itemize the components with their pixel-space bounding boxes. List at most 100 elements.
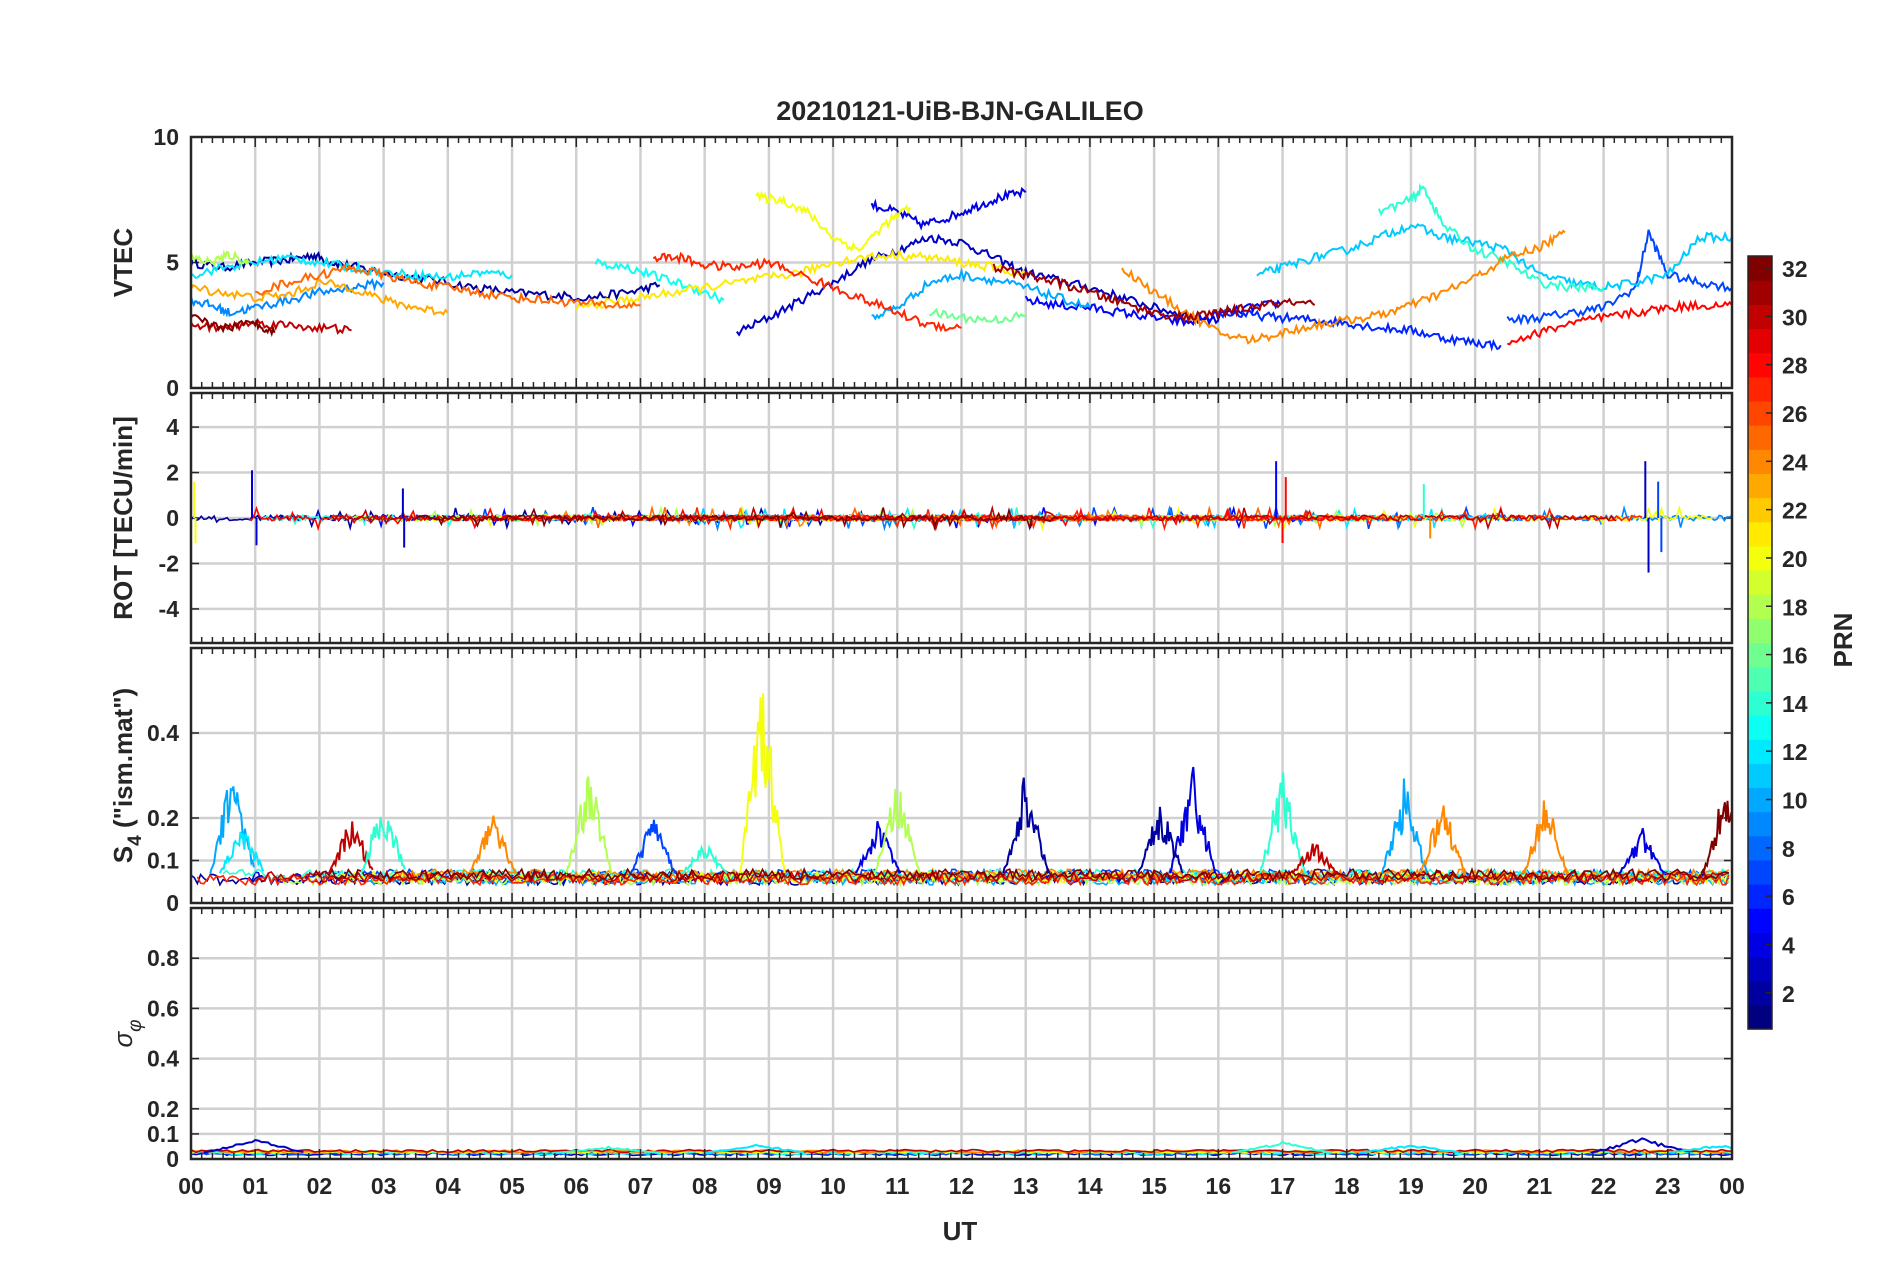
vtec-line-prn-18 [191, 249, 250, 267]
sigma-bump-prn-14 [556, 1145, 660, 1154]
s4-peak-prn-12 [218, 831, 265, 874]
colorbar-tick-label: 14 [1782, 691, 1808, 717]
x-tick-label: 11 [885, 1173, 910, 1199]
y-axis-label-main: S [108, 846, 138, 863]
y-tick-label: 0.2 [147, 1096, 179, 1122]
colorbar-tick-label: 6 [1782, 884, 1795, 910]
y-axis-label-main: σ [108, 1031, 138, 1048]
colorbar-tick-label: 26 [1782, 401, 1808, 427]
panel-1: 10 5 0 VTEC [108, 124, 1734, 401]
colorbar-tick-label: 32 [1782, 256, 1808, 282]
x-tick-label: 22 [1591, 1173, 1617, 1199]
s4-peak-prn-10 [1381, 778, 1428, 874]
x-tick-label: 04 [435, 1173, 461, 1199]
colorbar: 32 30 28 26 24 22 20 18 16 14 12 10 8 6 4 2 [1747, 255, 1808, 1030]
x-tick-label: 07 [628, 1173, 654, 1199]
x-tick-label: 02 [307, 1173, 333, 1199]
colorbar-tick-label: 10 [1782, 788, 1808, 814]
x-tick-label: 15 [1141, 1173, 1167, 1199]
x-tick-label: 17 [1270, 1173, 1296, 1199]
x-axis-label: UT [943, 1216, 978, 1246]
vtec-line-prn-24 [1121, 229, 1566, 345]
panel-frame [189, 646, 1734, 905]
panel-3: 0.4 0.2 0.1 0 S4 ("ism.mat") [108, 646, 1734, 916]
x-tick-label: 14 [1077, 1173, 1103, 1199]
data-layer [191, 182, 1732, 352]
panel-4: 0.8 0.6 0.4 0.20.10 σφ [108, 906, 1734, 1172]
s4-peak-prn-30 [1291, 843, 1338, 875]
y-tick-label: 0.6 [147, 995, 179, 1021]
y-tick-label: 0.2 [147, 805, 179, 831]
x-tick-label: 05 [499, 1173, 525, 1199]
y-tick-label: 0.4 [147, 1046, 179, 1072]
vtec-line-prn-27 [652, 251, 962, 333]
y-axis-label: ROT [TECU/min] [108, 416, 138, 620]
y-tick-label: -2 [159, 550, 179, 576]
x-tick-label: 00 [178, 1173, 204, 1199]
x-tick-label: 00 [1719, 1173, 1745, 1199]
data-layer [191, 693, 1732, 888]
x-tick-label: 18 [1334, 1173, 1360, 1199]
x-tick-label: 12 [949, 1173, 975, 1199]
vtec-line-prn-20 [755, 190, 912, 253]
colorbar-tick-label: 2 [1782, 981, 1795, 1007]
colorbar-segment [1748, 666, 1772, 692]
sigma-bump-prn-12 [1667, 1144, 1732, 1154]
rot-line-prn-25 [594, 504, 1398, 531]
y-tick-label: 0 [166, 890, 179, 916]
y-tick-label: 2 [166, 460, 179, 486]
vtec-line-prn-14 [1377, 182, 1605, 294]
s4-peak-prn-24 [1522, 800, 1570, 874]
vtec-line-prn-28 [1507, 298, 1732, 346]
x-tick-label: 01 [242, 1173, 268, 1199]
s4-peak-prn-14 [681, 844, 728, 874]
y-tick-label: 0.4 [147, 720, 179, 746]
colorbar-segment [1748, 521, 1772, 547]
s4-line-prn-32 [312, 866, 1730, 883]
y-axis-label-subscript: φ [125, 1019, 146, 1031]
sigma-bump-prn-12 [704, 1143, 805, 1154]
y-tick-label: 0 [166, 1146, 179, 1172]
vtec-line-prn-11 [1256, 223, 1732, 293]
colorbar-segment [1748, 763, 1772, 789]
colorbar-tick-label: 28 [1782, 353, 1808, 379]
colorbar-segment [1748, 425, 1772, 450]
s4-peak-prn-2 [1002, 777, 1050, 874]
vtec-line-prn-5 [1024, 295, 1284, 328]
vtec-line-prn-4 [870, 186, 1027, 231]
vtec-line-prn-13 [594, 257, 725, 305]
x-tick-label: 16 [1206, 1173, 1232, 1199]
colorbar-segment [1748, 714, 1772, 740]
x-tick-label: 03 [371, 1173, 397, 1199]
s4-peak-prn-24 [469, 815, 517, 874]
colorbar-tick-label: 4 [1782, 932, 1795, 958]
colorbar-segment [1748, 570, 1772, 595]
x-tick-label: 23 [1655, 1173, 1681, 1199]
sigma-bump-prn-3 [203, 1139, 304, 1154]
x-tick-label: 08 [692, 1173, 718, 1199]
vtec-line-prn-23 [191, 278, 449, 317]
s4-peak-prn-32 [1702, 800, 1732, 874]
colorbar-segment [1748, 473, 1772, 499]
y-tick-label: 0.1 [147, 848, 179, 874]
vtec-line-prn-16 [928, 307, 1027, 326]
colorbar-segment [1748, 376, 1772, 402]
x-tick-label: 10 [820, 1173, 846, 1199]
y-tick-label: 5 [166, 250, 179, 276]
colorbar-tick-label: 20 [1782, 546, 1808, 572]
y-tick-label: 0 [166, 505, 179, 531]
y-tick-label: 0 [166, 375, 179, 401]
s4-peak-prn-14 [360, 816, 406, 874]
x-tick-label: 13 [1013, 1173, 1039, 1199]
x-tick-label: 21 [1527, 1173, 1553, 1199]
s4-peak-prn-20 [739, 693, 786, 874]
colorbar-segment [1748, 956, 1772, 982]
colorbar-tick-label: 18 [1782, 594, 1808, 620]
colorbar-tick-label: 8 [1782, 836, 1795, 862]
chart-title: 20210121-UiB-BJN-GALILEO [776, 96, 1144, 126]
colorbar-tick-label: 12 [1782, 739, 1808, 765]
panel-frame [189, 906, 1734, 1161]
y-tick-label: 0.8 [147, 945, 179, 971]
y-tick-label: -4 [159, 596, 180, 622]
vtec-line-prn-10 [871, 267, 1091, 321]
